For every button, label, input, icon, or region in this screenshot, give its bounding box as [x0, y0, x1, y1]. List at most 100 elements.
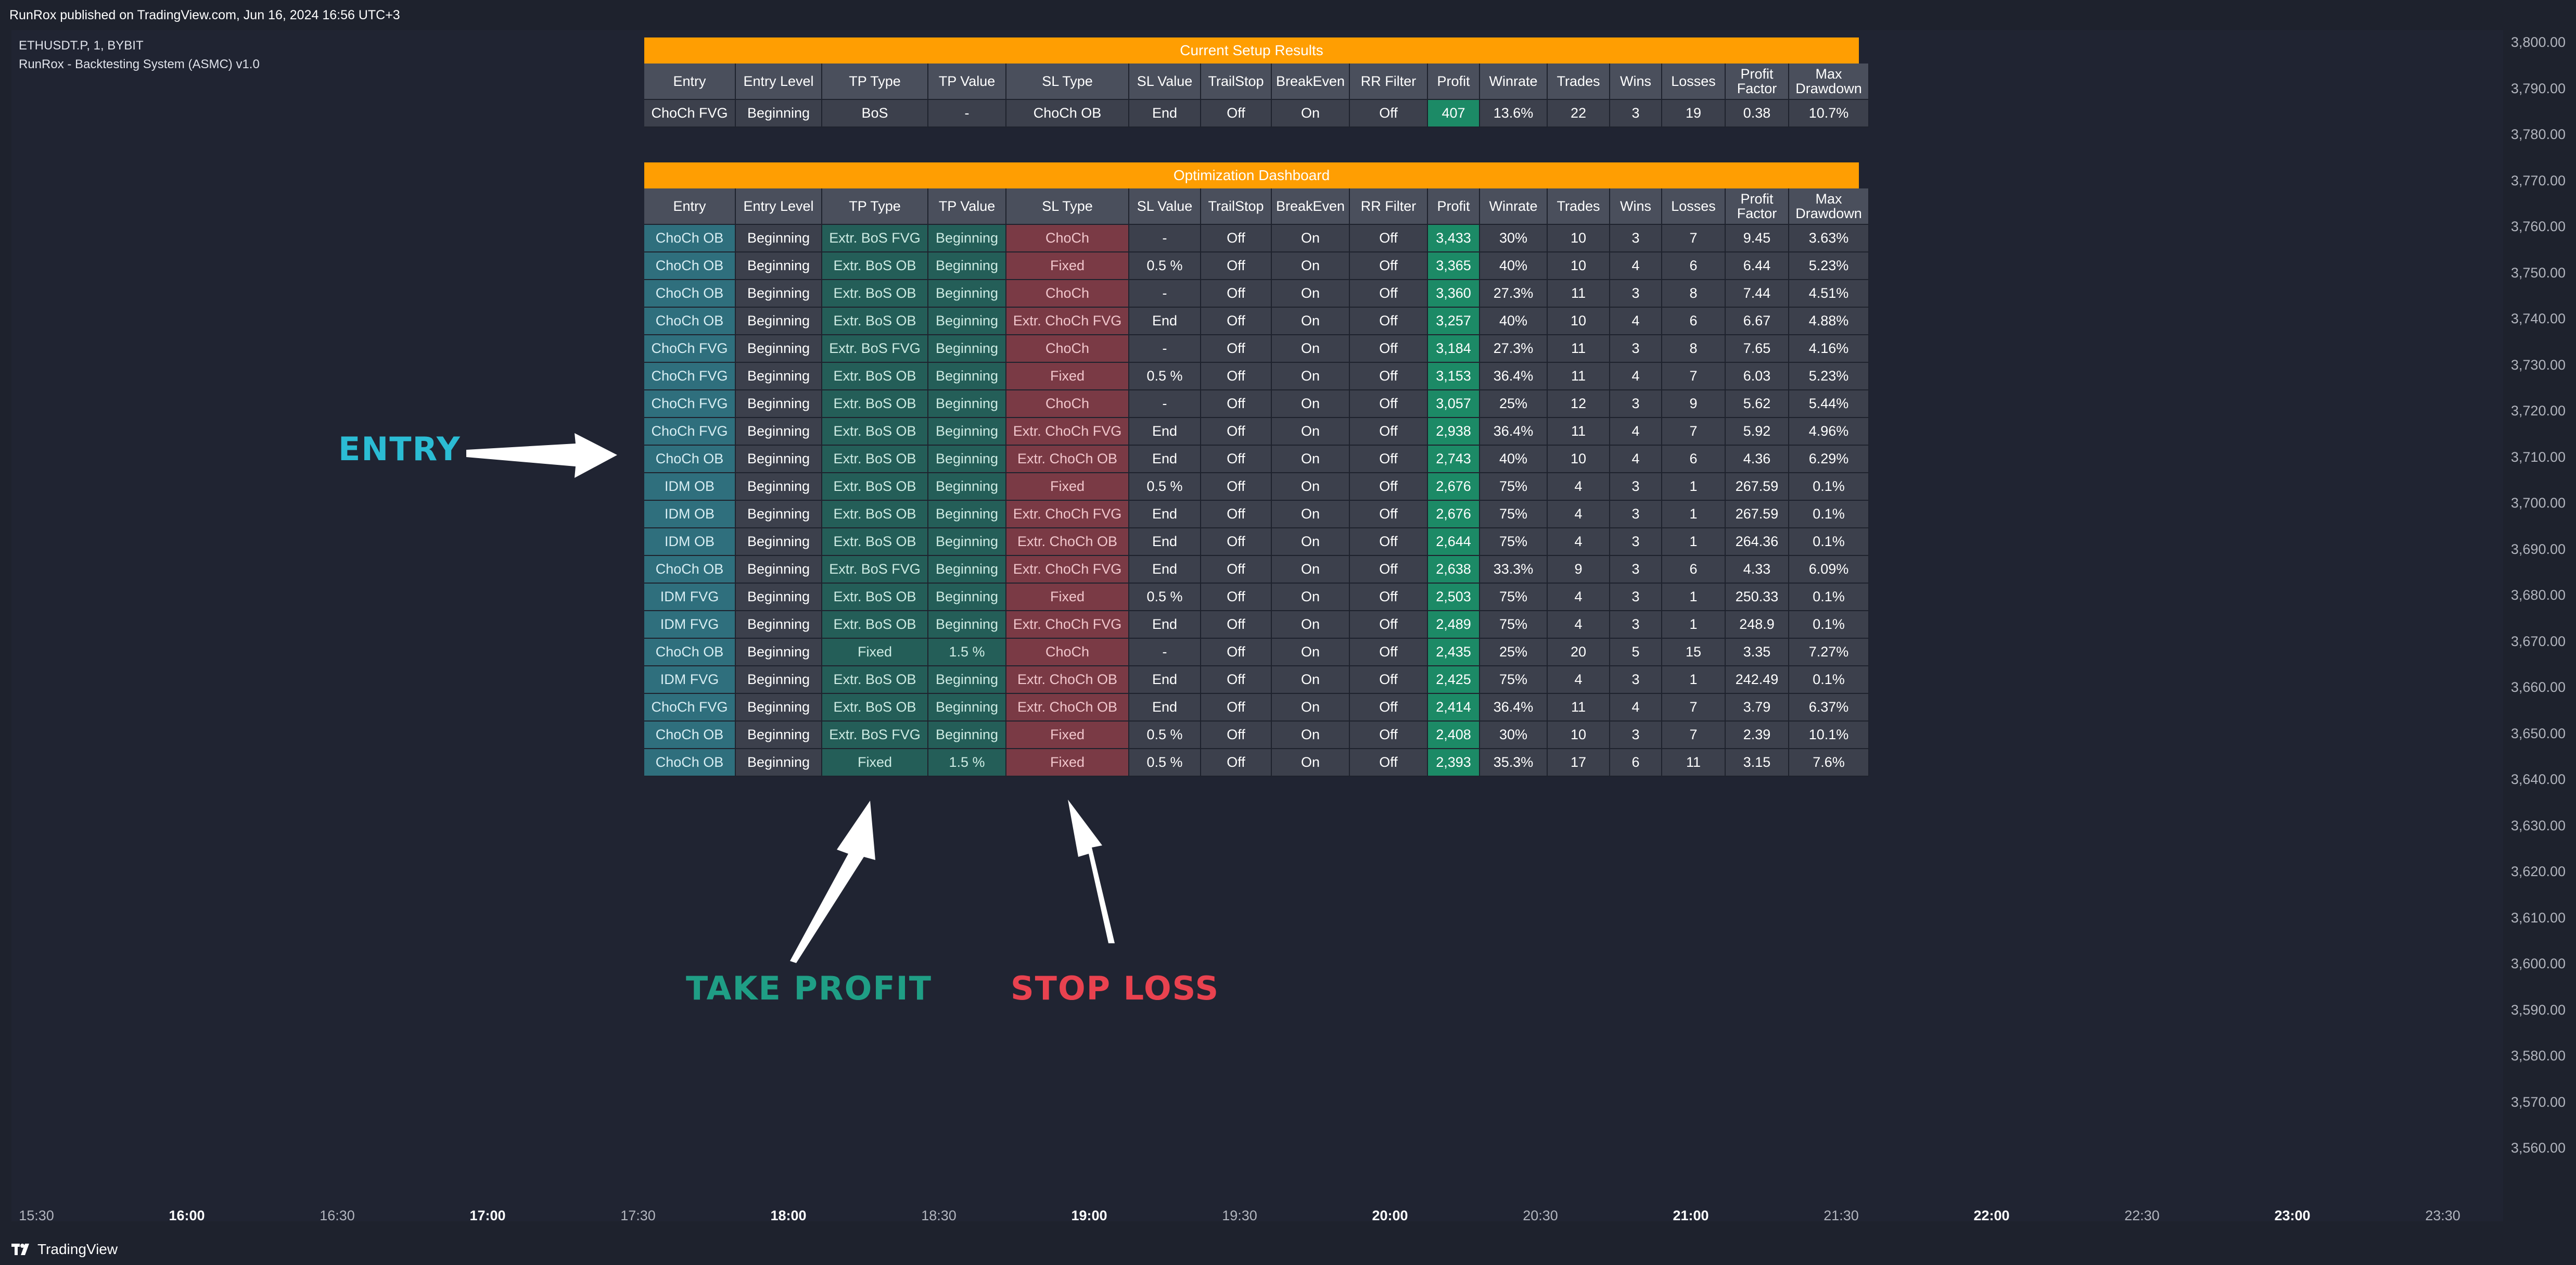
max-drawdown-cell: 6.37%: [1789, 694, 1869, 722]
sl-type-cell: ChoCh: [1006, 280, 1129, 308]
breakeven-cell: On: [1272, 100, 1350, 128]
sl-value-cell: End: [1129, 694, 1201, 722]
profit-cell: 3,360: [1428, 280, 1480, 308]
tp-type-cell: Extr. BoS OB: [822, 666, 928, 694]
sl-value-cell: -: [1129, 280, 1201, 308]
entry-level-cell: Beginning: [736, 473, 822, 501]
header-max-drawdown: Max Drawdown: [1789, 64, 1869, 100]
price-label: 3,730.00: [2510, 357, 2566, 373]
tp-type-cell: BoS: [822, 100, 928, 128]
header-profit-factor: Profit Factor: [1726, 64, 1789, 100]
header-winrate: Winrate: [1480, 188, 1548, 225]
table-row: ChoCh OB Beginning Extr. BoS OB Beginning Ex…: [644, 308, 1869, 335]
header-trades: Trades: [1548, 64, 1610, 100]
rr-filter-cell: Off: [1350, 363, 1428, 390]
time-label: 19:30: [1222, 1208, 1257, 1223]
tp-value-cell: Beginning: [928, 446, 1006, 473]
rr-filter-cell: Off: [1350, 100, 1428, 128]
wins-cell: 4: [1610, 418, 1662, 446]
profit-factor-cell: 250.33: [1726, 584, 1789, 611]
entry-cell: ChoCh OB: [644, 749, 736, 777]
table-row: ChoCh OB Beginning Extr. BoS FVG Beginning F…: [644, 722, 1869, 749]
symbol-line[interactable]: ETHUSDT.P, 1, BYBIT: [19, 39, 144, 53]
breakeven-cell: On: [1272, 252, 1350, 280]
time-label: 20:30: [1523, 1208, 1558, 1223]
table-row: ChoCh OB Beginning Fixed 1.5 % ChoCh - Off On Of…: [644, 639, 1869, 666]
wins-cell: 3: [1610, 722, 1662, 749]
price-label: 3,750.00: [2510, 264, 2566, 281]
winrate-cell: 75%: [1480, 584, 1548, 611]
entry-level-cell: Beginning: [736, 501, 822, 528]
table-header-row: Entry Entry Level TP Type TP Value SL Type SL…: [644, 64, 1869, 100]
profit-cell: 3,057: [1428, 390, 1480, 418]
header-breakeven: BreakEven: [1272, 64, 1350, 100]
profit-factor-cell: 6.67: [1726, 308, 1789, 335]
header-profit: Profit: [1428, 188, 1480, 225]
sl-type-cell: Fixed: [1006, 584, 1129, 611]
max-drawdown-cell: 0.1%: [1789, 584, 1869, 611]
time-label: 23:00: [2274, 1208, 2311, 1223]
max-drawdown-cell: 0.1%: [1789, 611, 1869, 639]
bottom-bar: TradingView: [0, 1235, 2576, 1265]
profit-cell: 2,503: [1428, 584, 1480, 611]
rr-filter-cell: Off: [1350, 666, 1428, 694]
current-setup-table: Entry Entry Level TP Type TP Value SL Type SL…: [644, 64, 1869, 128]
trades-cell: 9: [1548, 556, 1610, 584]
wins-cell: 6: [1610, 749, 1662, 777]
tp-type-cell: Extr. BoS FVG: [822, 335, 928, 363]
entry-level-cell: Beginning: [736, 335, 822, 363]
tp-value-cell: -: [928, 100, 1006, 128]
winrate-cell: 27.3%: [1480, 280, 1548, 308]
wins-cell: 3: [1610, 100, 1662, 128]
price-label: 3,680.00: [2510, 587, 2566, 603]
entry-level-cell: Beginning: [736, 280, 822, 308]
losses-cell: 1: [1662, 501, 1726, 528]
trades-cell: 17: [1548, 749, 1610, 777]
table-row: ChoCh OB Beginning Extr. BoS FVG Beginning E…: [644, 556, 1869, 584]
price-scale[interactable]: 3,800.00 3,790.00 3,780.00 3,770.00 3,760.00…: [2503, 30, 2576, 1221]
sl-value-cell: 0.5 %: [1129, 363, 1201, 390]
profit-factor-cell: 267.59: [1726, 501, 1789, 528]
sl-value-cell: -: [1129, 639, 1201, 666]
current-setup-panel: Current Setup Results Entry Entry Level TP…: [644, 37, 1869, 128]
entry-cell: IDM FVG: [644, 666, 736, 694]
winrate-cell: 40%: [1480, 252, 1548, 280]
profit-factor-cell: 3.35: [1726, 639, 1789, 666]
price-label: 3,590.00: [2510, 1002, 2566, 1018]
trades-cell: 4: [1548, 528, 1610, 556]
entry-level-cell: Beginning: [736, 446, 822, 473]
sl-type-cell: Extr. ChoCh FVG: [1006, 501, 1129, 528]
tp-value-cell: Beginning: [928, 418, 1006, 446]
profit-cell: 2,644: [1428, 528, 1480, 556]
tradingview-brand[interactable]: TradingView: [11, 1241, 118, 1258]
time-label: 16:30: [320, 1208, 355, 1223]
profit-factor-cell: 267.59: [1726, 473, 1789, 501]
max-drawdown-cell: 5.23%: [1789, 363, 1869, 390]
table-row: IDM FVG Beginning Extr. BoS OB Beginning Ext…: [644, 611, 1869, 639]
entry-level-cell: Beginning: [736, 225, 822, 252]
trailstop-cell: Off: [1201, 225, 1272, 252]
entry-annotation: ENTRY: [338, 430, 461, 468]
profit-factor-cell: 4.36: [1726, 446, 1789, 473]
table-row: ChoCh OB Beginning Fixed 1.5 % Fixed 0.5 % Off…: [644, 749, 1869, 777]
trades-cell: 10: [1548, 446, 1610, 473]
sl-value-cell: 0.5 %: [1129, 749, 1201, 777]
profit-cell: 3,184: [1428, 335, 1480, 363]
losses-cell: 8: [1662, 335, 1726, 363]
breakeven-cell: On: [1272, 280, 1350, 308]
profit-factor-cell: 3.15: [1726, 749, 1789, 777]
table-row: IDM OB Beginning Extr. BoS OB Beginning Extr…: [644, 501, 1869, 528]
header-trailstop: TrailStop: [1201, 64, 1272, 100]
time-axis[interactable]: 15:30 16:00 16:30 17:00 17:30 18:00 18:30 19:00…: [11, 1203, 2503, 1229]
trailstop-cell: Off: [1201, 722, 1272, 749]
trailstop-cell: Off: [1201, 639, 1272, 666]
time-label: 21:30: [1823, 1208, 1859, 1223]
indicator-line[interactable]: RunRox - Backtesting System (ASMC) v1.0: [19, 57, 260, 71]
losses-cell: 6: [1662, 308, 1726, 335]
price-label: 3,610.00: [2510, 909, 2566, 926]
wins-cell: 4: [1610, 694, 1662, 722]
tp-type-cell: Extr. BoS OB: [822, 280, 928, 308]
time-label: 15:30: [19, 1208, 54, 1223]
trades-cell: 11: [1548, 335, 1610, 363]
time-label: 18:00: [770, 1208, 807, 1223]
